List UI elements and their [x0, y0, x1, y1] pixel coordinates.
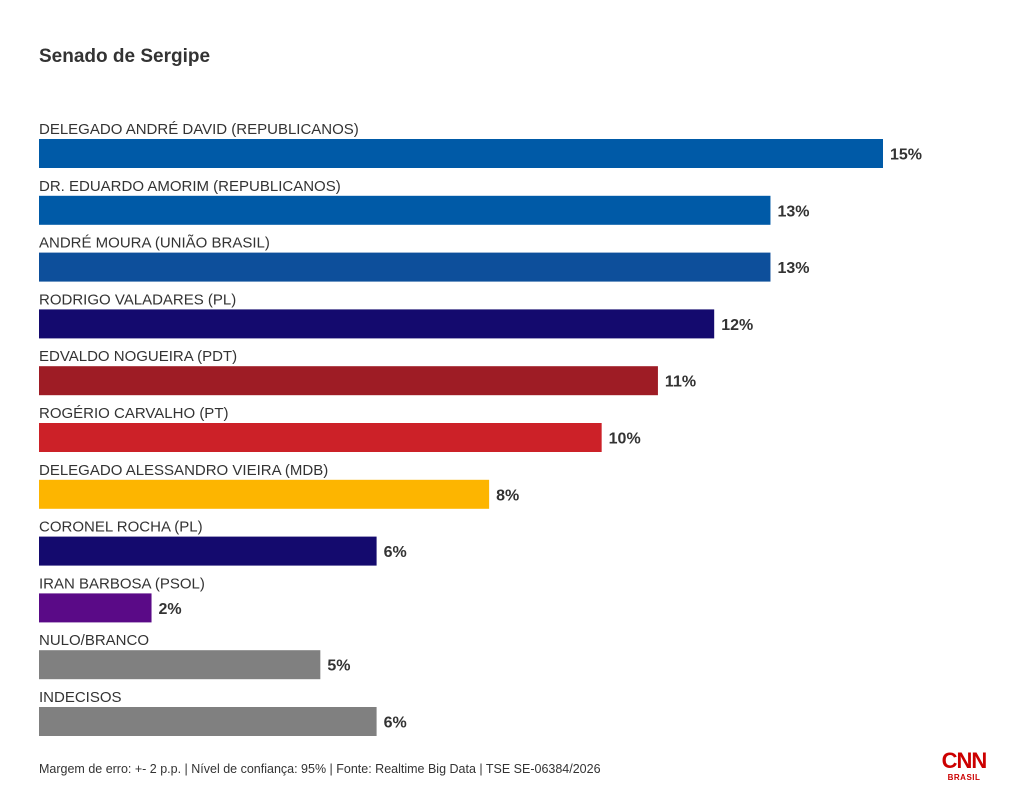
bar	[39, 593, 152, 623]
value-label: 2%	[159, 601, 182, 618]
bar	[39, 195, 771, 225]
value-label: 13%	[777, 260, 809, 277]
category-label: DELEGADO ANDRÉ DAVID (REPUBLICANOS)	[39, 121, 359, 138]
value-label: 15%	[890, 147, 922, 164]
category-label: RODRIGO VALADARES (PL)	[39, 291, 236, 308]
category-label: ANDRÉ MOURA (UNIÃO BRASIL)	[39, 235, 270, 252]
footnote: Margem de erro: +- 2 p.p. | Nível de con…	[39, 762, 601, 776]
logo-sub-text: BRASIL	[947, 773, 981, 782]
category-label: CORONEL ROCHA (PL)	[39, 519, 203, 536]
value-label: 6%	[384, 715, 407, 732]
value-label: 10%	[609, 431, 641, 448]
value-label: 13%	[777, 203, 809, 220]
value-label: 8%	[496, 487, 519, 504]
category-label: NULO/BRANCO	[39, 632, 149, 649]
bar	[39, 707, 377, 736]
bar	[39, 252, 771, 282]
bar	[39, 139, 883, 168]
value-label: 6%	[384, 544, 407, 561]
bar	[39, 650, 321, 680]
category-label: ROGÉRIO CARVALHO (PT)	[39, 405, 228, 422]
category-label: IRAN BARBOSA (PSOL)	[39, 575, 205, 592]
cnn-brasil-logo: CNN BRASIL	[940, 750, 988, 786]
logo-main-text: CNN	[941, 748, 988, 773]
chart-title: Senado de Sergipe	[39, 46, 211, 67]
bar	[39, 479, 490, 509]
bar	[39, 423, 602, 452]
value-label: 5%	[327, 658, 350, 675]
value-label: 12%	[721, 317, 753, 334]
bar	[39, 366, 658, 396]
value-label: 11%	[665, 374, 696, 391]
category-label: DELEGADO ALESSANDRO VIEIRA (MDB)	[39, 462, 328, 479]
category-label: INDECISOS	[39, 689, 122, 706]
bar	[39, 309, 715, 339]
category-label: EDVALDO NOGUEIRA (PDT)	[39, 348, 237, 365]
bar	[39, 536, 377, 566]
category-label: DR. EDUARDO AMORIM (REPUBLICANOS)	[39, 178, 341, 195]
